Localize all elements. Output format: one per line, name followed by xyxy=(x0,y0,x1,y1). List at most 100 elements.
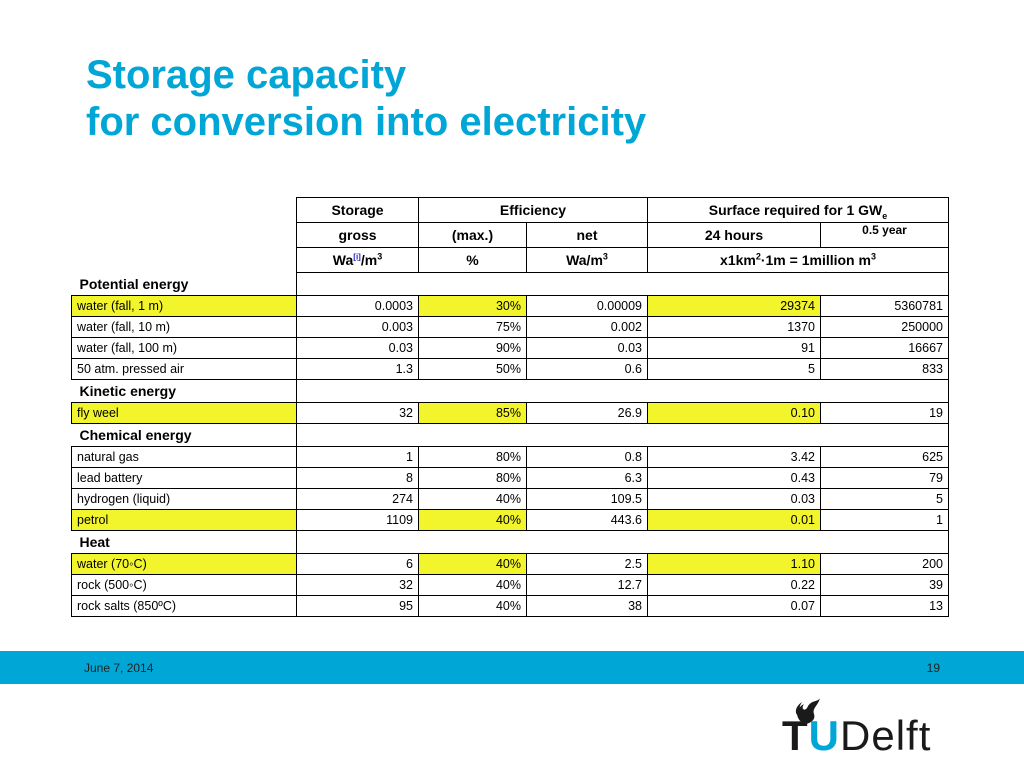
cell-net: 0.002 xyxy=(526,316,648,338)
section-row: Heat xyxy=(72,530,949,554)
cell-half-year: 79 xyxy=(820,467,949,489)
title-line-2: for conversion into electricity xyxy=(86,100,647,144)
cell-gross: 6 xyxy=(296,553,419,575)
table-row: water (fall, 100 m) 0.03 90% 0.03 91 16667 xyxy=(71,337,949,359)
section-row: Chemical energy xyxy=(72,423,949,447)
cell-max: 40% xyxy=(418,488,527,510)
cell-gross: 1109 xyxy=(296,509,419,531)
row-label: water (fall, 1 m) xyxy=(71,295,297,317)
cell-gross: 8 xyxy=(296,467,419,489)
cell-max: 80% xyxy=(418,467,527,489)
cell-24-hours: 0.22 xyxy=(647,574,821,596)
cell-24-hours: 1370 xyxy=(647,316,821,338)
cell-half-year: 1 xyxy=(820,509,949,531)
cell-gross: 1.3 xyxy=(296,358,419,380)
section-title: Chemical energy xyxy=(79,427,192,443)
row-label: lead battery xyxy=(71,467,297,489)
logo-t: T xyxy=(782,712,809,759)
cell-half-year: 250000 xyxy=(820,316,949,338)
row-label: water (fall, 10 m) xyxy=(71,316,297,338)
row-label: hydrogen (liquid) xyxy=(71,488,297,510)
table-row: fly weel 32 85% 26.9 0.10 19 xyxy=(71,402,949,424)
header-half-year: 0.5 year xyxy=(820,222,949,248)
section-spacer xyxy=(296,272,949,296)
unit-gross: Wa[i]/m3 xyxy=(296,247,419,273)
cell-net: 2.5 xyxy=(526,553,648,575)
table-row: water (70◦C) 6 40% 2.5 1.10 200 xyxy=(71,553,949,575)
cell-half-year: 39 xyxy=(820,574,949,596)
cell-net: 109.5 xyxy=(526,488,648,510)
cell-half-year: 5 xyxy=(820,488,949,510)
row-label: rock salts (850ºC) xyxy=(71,595,297,617)
cell-gross: 0.003 xyxy=(296,316,419,338)
header-max: (max.) xyxy=(418,222,527,248)
row-label: natural gas xyxy=(71,446,297,468)
cell-net: 12.7 xyxy=(526,574,648,596)
cell-max: 85% xyxy=(418,402,527,424)
cell-max: 80% xyxy=(418,446,527,468)
logo-wordmark: TUDelft xyxy=(782,712,931,760)
table-row: lead battery 8 80% 6.3 0.43 79 xyxy=(71,467,949,489)
cell-max: 90% xyxy=(418,337,527,359)
unit-net-text: Wa/m xyxy=(566,252,603,268)
cell-gross: 32 xyxy=(296,574,419,596)
table-row: rock salts (850ºC) 95 40% 38 0.07 13 xyxy=(71,595,949,617)
cell-net: 38 xyxy=(526,595,648,617)
cell-half-year: 200 xyxy=(820,553,949,575)
unit-surface-cube: 3 xyxy=(870,251,876,262)
flame-icon xyxy=(795,698,820,724)
table-row: hydrogen (liquid) 274 40% 109.5 0.03 5 xyxy=(71,488,949,510)
cell-half-year: 19 xyxy=(820,402,949,424)
cell-gross: 0.03 xyxy=(296,337,419,359)
table-row: water (fall, 10 m) 0.003 75% 0.002 1370 25000… xyxy=(71,316,949,338)
row-label: rock (500◦C) xyxy=(71,574,297,596)
header-surface-text: Surface required for 1 GW xyxy=(708,202,883,218)
cell-max: 40% xyxy=(418,595,527,617)
row-label: water (fall, 100 m) xyxy=(71,337,297,359)
cell-24-hours: 0.03 xyxy=(647,488,821,510)
cell-half-year: 13 xyxy=(820,595,949,617)
cell-max: 40% xyxy=(418,574,527,596)
cell-net: 0.00009 xyxy=(526,295,648,317)
cell-half-year: 625 xyxy=(820,446,949,468)
unit-wa: Wa xyxy=(332,252,354,268)
unit-surface-b: ·1m = 1million m xyxy=(760,252,871,268)
row-label: water (70◦C) xyxy=(71,553,297,575)
table-row: natural gas 1 80% 0.8 3.42 625 xyxy=(71,446,949,468)
section-spacer xyxy=(296,423,949,447)
section-title: Kinetic energy xyxy=(79,383,176,399)
header-surface: Surface required for 1 GWe xyxy=(647,197,949,223)
cell-24-hours: 0.10 xyxy=(647,402,821,424)
footer-bar xyxy=(0,651,1024,684)
cell-net: 6.3 xyxy=(526,467,648,489)
section-row: Potential energy xyxy=(72,272,949,296)
cell-half-year: 16667 xyxy=(820,337,949,359)
cell-24-hours: 29374 xyxy=(647,295,821,317)
header-net: net xyxy=(526,222,648,248)
header-row-units: Wa[i]/m3 % Wa/m3 x1km2·1m = 1million m3 xyxy=(72,247,949,273)
cell-gross: 274 xyxy=(296,488,419,510)
storage-capacity-table: Storage Efficiency Surface required for … xyxy=(71,197,949,617)
unit-cube-exp: 3 xyxy=(377,251,383,262)
logo-delft: Delft xyxy=(840,712,932,759)
cell-max: 75% xyxy=(418,316,527,338)
header-24-hours: 24 hours xyxy=(647,222,821,248)
page-number: 19 xyxy=(926,661,940,675)
header-row-2: gross (max.) net 24 hours 0.5 year xyxy=(72,222,949,248)
cell-24-hours: 0.43 xyxy=(647,467,821,489)
cell-max: 40% xyxy=(418,553,527,575)
cell-gross: 1 xyxy=(296,446,419,468)
table-row: water (fall, 1 m) 0.0003 30% 0.00009 29374 53… xyxy=(71,295,949,317)
unit-net: Wa/m3 xyxy=(526,247,648,273)
title-line-1: Storage capacity xyxy=(86,53,407,97)
unit-surface: x1km2·1m = 1million m3 xyxy=(647,247,949,273)
cell-net: 443.6 xyxy=(526,509,648,531)
slide-title: Storage capacity for conversion into ele… xyxy=(86,52,646,146)
unit-net-exp: 3 xyxy=(602,251,608,262)
footnote-link[interactable]: [i] xyxy=(353,252,361,262)
row-label: fly weel xyxy=(71,402,297,424)
cell-max: 50% xyxy=(418,358,527,380)
unit-max: % xyxy=(418,247,527,273)
logo-u: U xyxy=(808,712,840,759)
section-spacer xyxy=(296,379,949,403)
